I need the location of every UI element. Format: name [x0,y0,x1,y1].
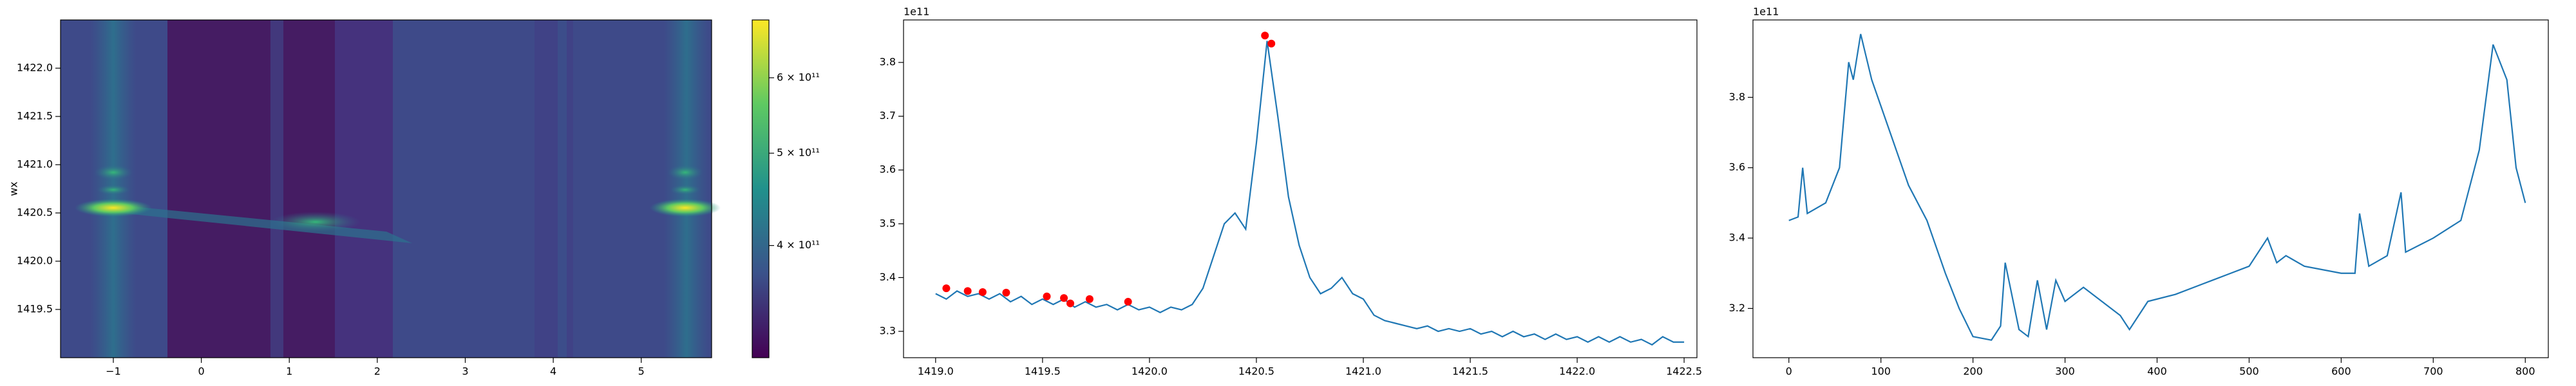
colorbar [752,20,769,358]
y-tick-label: 1419.5 [17,303,53,315]
point-marker [1267,39,1276,48]
x-tick-label: 4 [550,365,556,378]
y-tick-label: 1422.0 [17,62,53,74]
x-tick-label: 700 [2423,365,2443,378]
colorbar-frame [752,19,770,358]
heatmap-image [61,20,721,358]
point-marker [1002,288,1010,297]
y-tick-label: 3.2 [1729,302,1745,314]
y-tick-label: 3.7 [880,109,896,122]
y-tick-label: 3.6 [1729,161,1745,173]
y-tick-label: 3.4 [1729,232,1745,244]
point-marker [1043,292,1051,300]
y-tick-label: 1421.5 [17,110,53,122]
axes-frame [1752,19,2549,358]
colorbar-tick-label: 4 × 10¹¹ [777,239,820,251]
x-tick-label: 3 [462,365,468,378]
x-tick-label: 1419.5 [1025,365,1061,378]
offset-text: 1e11 [904,6,929,18]
y-tick-label: 3.3 [880,325,896,337]
x-tick-label: 600 [2331,365,2351,378]
x-tick-label: 1421.0 [1345,365,1381,378]
x-tick-label: 1422.5 [1666,365,1702,378]
y-tick-label: 3.6 [880,163,896,176]
point-marker [978,288,987,297]
point-marker [1085,295,1094,303]
x-tick-label: 500 [2239,365,2259,378]
x-tick-label: 2 [374,365,381,378]
offset-text: 1e11 [1753,6,1779,18]
x-tick-label: 1422.0 [1559,365,1595,378]
x-tick-label: 800 [2515,365,2535,378]
x-tick-label: 1420.0 [1132,365,1168,378]
x-tick-label: 400 [2147,365,2167,378]
x-tick-label: 100 [1871,365,1891,378]
y-tick-label: 1420.5 [17,207,53,219]
line-series [935,41,1685,346]
point-marker [1261,32,1269,40]
point-marker [1124,298,1132,306]
line-series [1788,33,2526,341]
x-tick-label: 5 [638,365,645,378]
x-tick-label: 300 [2055,365,2075,378]
y-tick-label: 3.4 [880,271,896,283]
y-tick-label: 1420.0 [17,255,53,267]
x-tick-label: 1421.5 [1452,365,1488,378]
y-axis-label: wx [8,181,20,196]
point-marker [1066,299,1075,308]
point-marker [942,284,951,293]
colorbar-tick-label: 5 × 10¹¹ [777,147,820,159]
axes-frame [60,19,712,358]
point-marker [1060,294,1068,302]
x-tick-label: 0 [1786,365,1792,378]
x-tick-label: 1420.5 [1238,365,1274,378]
x-tick-label: 200 [1963,365,1983,378]
x-tick-label: −1 [106,365,121,378]
point-marker [963,287,972,295]
y-tick-label: 3.5 [880,217,896,229]
y-tick-label: 3.8 [1729,91,1745,103]
colorbar-tick-label: 6 × 10¹¹ [777,71,820,83]
x-tick-label: 1 [286,365,292,378]
x-tick-label: 1419.0 [918,365,954,378]
y-tick-label: 1421.0 [17,158,53,170]
axes-frame [903,19,1698,358]
y-tick-label: 3.8 [880,56,896,68]
x-tick-label: 0 [198,365,205,378]
